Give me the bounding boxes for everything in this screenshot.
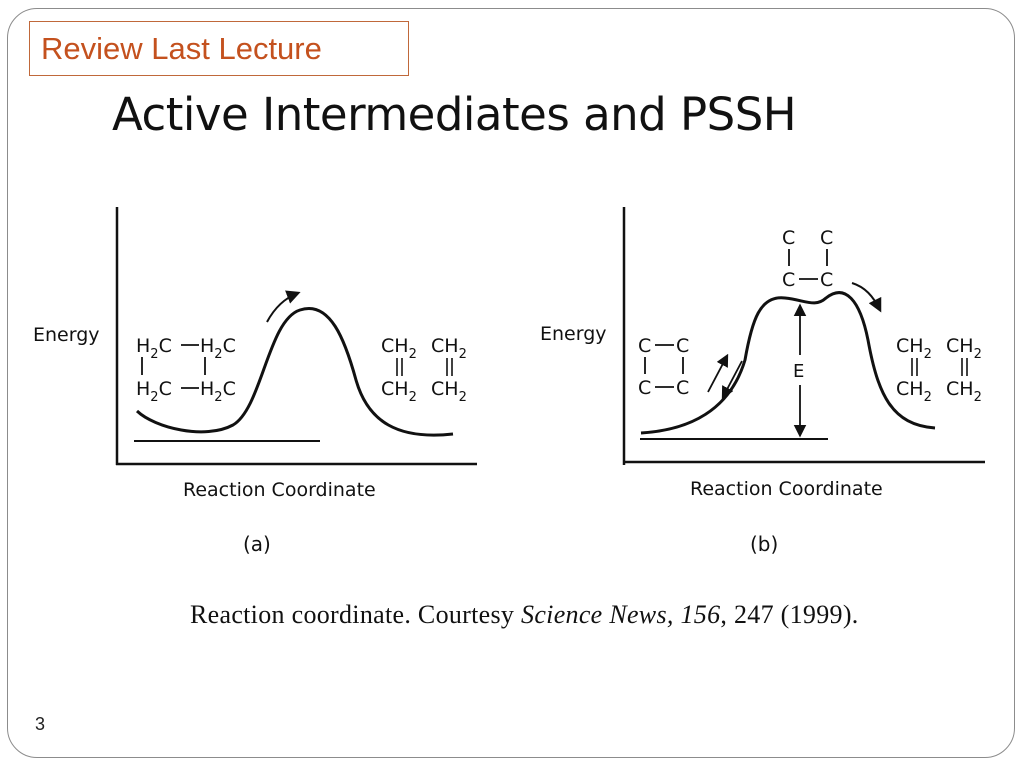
svg-text:C: C	[782, 227, 795, 249]
slide-number: 3	[35, 714, 46, 734]
panel-b-reverse-arrow	[721, 360, 743, 400]
svg-text:C: C	[638, 377, 651, 399]
panel-a-energy-curve	[135, 306, 454, 437]
svg-text:CH2: CH2	[381, 378, 417, 405]
svg-text:C: C	[782, 269, 795, 291]
svg-text:CH2: CH2	[896, 335, 932, 362]
svg-text:C: C	[638, 335, 651, 357]
panel-b-y-axis-label: Energy	[540, 323, 607, 345]
svg-text:H2C: H2C	[136, 378, 172, 405]
slide-frame	[7, 8, 1015, 758]
svg-text:CH2: CH2	[946, 335, 982, 362]
figure-caption: Reaction coordinate. Courtesy Science Ne…	[190, 600, 859, 630]
panel-b-intermediate: C C C C	[782, 227, 833, 291]
svg-text:CH2: CH2	[381, 335, 417, 362]
svg-text:C: C	[676, 335, 689, 357]
panel-b-reactant-ring: C C C C	[638, 335, 689, 399]
panel-b: Energy Reaction Coordinate (b) E C C C C…	[540, 207, 985, 556]
caption-journal: Science News,	[521, 600, 674, 629]
section-tag: Review Last Lecture	[29, 21, 409, 76]
svg-text:H2C: H2C	[200, 378, 236, 405]
svg-text:CH2: CH2	[946, 378, 982, 405]
caption-text: Reaction coordinate. Courtesy	[190, 600, 522, 629]
panel-a-x-axis-label: Reaction Coordinate	[183, 479, 376, 501]
svg-text:CH2: CH2	[431, 378, 467, 405]
svg-text:H2C: H2C	[200, 335, 236, 362]
svg-text:CH2: CH2	[896, 378, 932, 405]
panel-b-energy-curve	[640, 291, 936, 435]
caption-rest: , 247 (1999).	[720, 600, 859, 629]
panel-b-forward-arrow	[707, 353, 729, 393]
svg-text:H2C: H2C	[136, 335, 172, 362]
panel-b-over-arrow	[851, 282, 882, 313]
panel-a-y-axis-label: Energy	[33, 324, 100, 346]
panel-a-label: (a)	[243, 532, 271, 556]
slide-title: Active Intermediates and PSSH	[112, 88, 797, 141]
panel-a: Energy Reaction Coordinate (a) H2C H2C H…	[33, 207, 477, 556]
panel-b-product-ethylene: CH2 CH2 CH2 CH2	[896, 335, 982, 405]
panel-a-reactant-cyclobutane: H2C H2C H2C H2C	[136, 335, 236, 405]
section-tag-label: Review Last Lecture	[41, 30, 322, 66]
svg-text:C: C	[676, 377, 689, 399]
svg-text:C: C	[820, 227, 833, 249]
panel-b-energy-label: E	[793, 361, 804, 382]
panel-b-label: (b)	[750, 532, 778, 556]
svg-text:CH2: CH2	[431, 335, 467, 362]
caption-volume: 156	[673, 600, 721, 629]
panel-a-forward-arrow	[266, 290, 301, 323]
panel-b-x-axis-label: Reaction Coordinate	[690, 478, 883, 500]
svg-text:C: C	[820, 269, 833, 291]
panel-a-product-ethylene: CH2 CH2 CH2 CH2	[381, 335, 467, 405]
